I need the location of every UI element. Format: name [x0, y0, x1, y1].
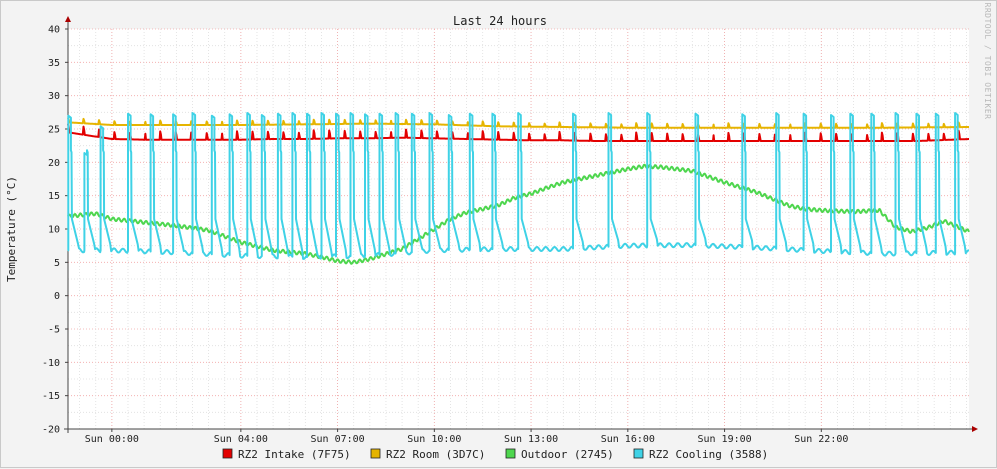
y-tick-labels: 40 35 30 25 20 15 10 5 0 -5 -10 -15 -20 [42, 25, 68, 436]
series-lines [67, 112, 970, 265]
y-axis-label: Temperature (°C) [5, 176, 18, 282]
y-tick-label: 5 [54, 258, 60, 269]
series-line [67, 112, 970, 260]
x-tick-label: Sun 10:00 [407, 434, 461, 445]
x-tick-label: Sun 16:00 [601, 434, 655, 445]
y-tick-label: 25 [48, 125, 60, 136]
y-tick-label: -15 [42, 391, 60, 402]
y-tick-label: 20 [48, 158, 60, 169]
x-tick-label: Sun 07:00 [310, 434, 364, 445]
legend-label: RZ2 Room (3D7C) [386, 448, 485, 461]
x-axis-arrow [972, 426, 978, 432]
chart-title: Last 24 hours [453, 14, 547, 28]
watermark: RRDTOOL / TOBI OETIKER [983, 3, 992, 120]
x-tick-labels: Sun 00:00 Sun 04:00 Sun 07:00 Sun 10:00 Sun … [85, 429, 848, 445]
legend-swatch [222, 448, 233, 459]
legend-label: Outdoor (2745) [521, 448, 614, 461]
x-tick-label: Sun 04:00 [214, 434, 268, 445]
x-tick-label: Sun 13:00 [504, 434, 558, 445]
y-axis-arrow [65, 16, 71, 22]
y-tick-label: 15 [48, 191, 60, 202]
y-tick-label: -20 [42, 425, 60, 436]
y-tick-label: 30 [48, 91, 60, 102]
x-tick-label: Sun 00:00 [85, 434, 139, 445]
legend-label: RZ2 Cooling (3588) [649, 448, 768, 461]
legend-swatch [505, 448, 516, 459]
y-tick-label: 0 [54, 291, 60, 302]
y-tick-label: -10 [42, 358, 60, 369]
y-tick-label: 40 [48, 25, 60, 36]
y-tick-label: 10 [48, 225, 60, 236]
legend-swatch [370, 448, 381, 459]
legend: RZ2 Intake (7F75) RZ2 Room (3D7C) Outdoor … [222, 448, 768, 461]
y-tick-label: 35 [48, 58, 60, 69]
x-tick-label: Sun 19:00 [697, 434, 751, 445]
y-tick-label: -5 [48, 325, 60, 336]
legend-swatch [633, 448, 644, 459]
legend-label: RZ2 Intake (7F75) [238, 448, 351, 461]
x-tick-label: Sun 22:00 [794, 434, 848, 445]
